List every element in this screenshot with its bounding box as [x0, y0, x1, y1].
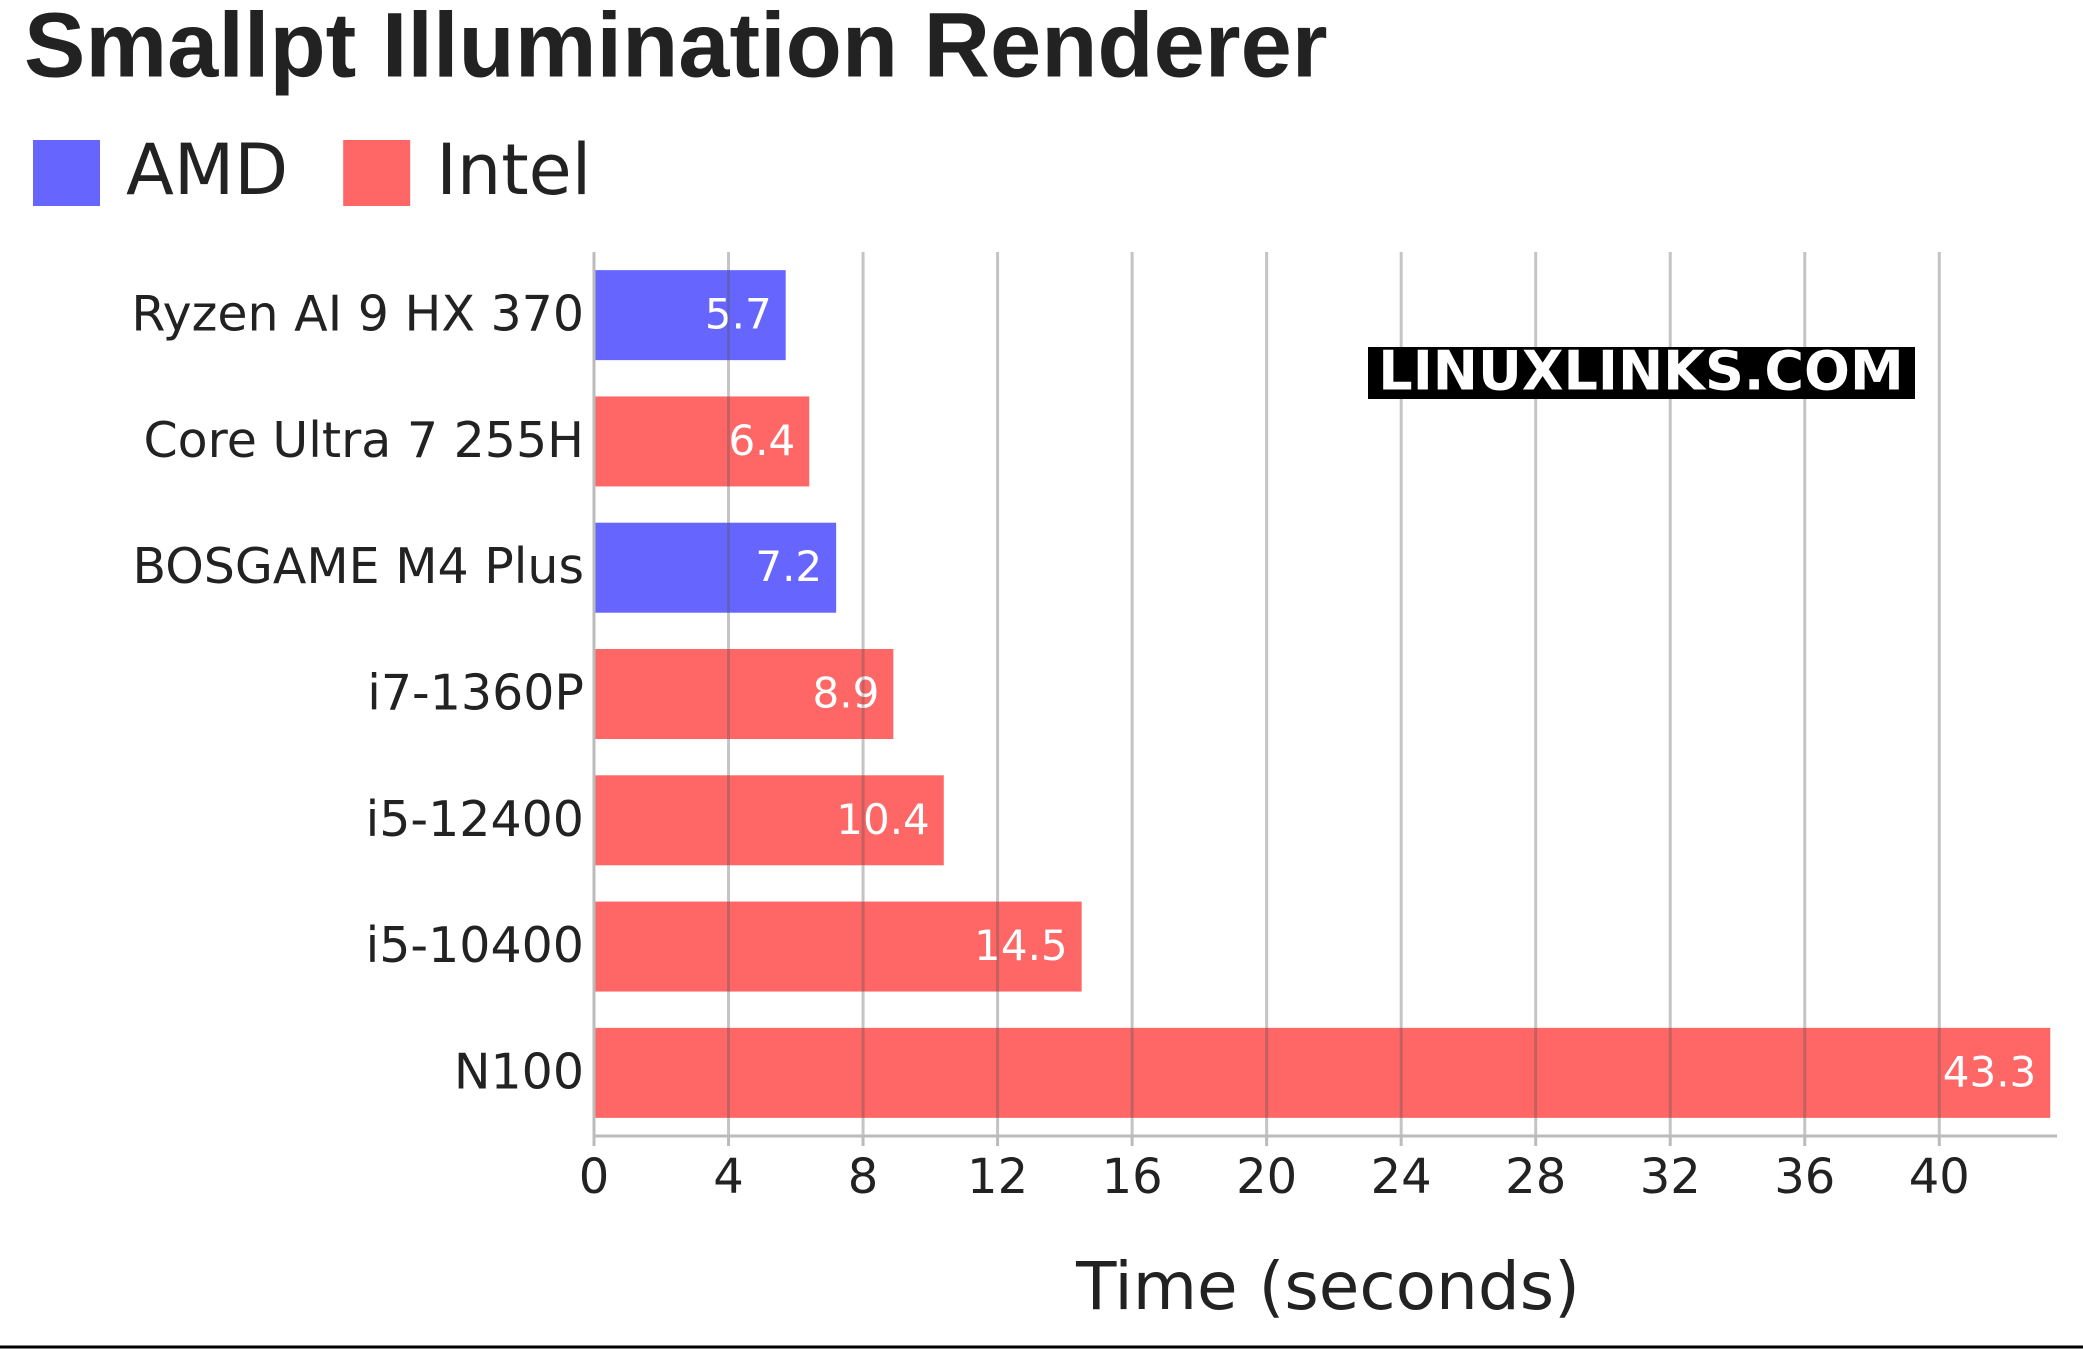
y-tick-label: N100	[454, 1043, 584, 1100]
bar	[594, 775, 944, 866]
bar	[594, 649, 894, 739]
x-tick-label: 0	[579, 1149, 610, 1205]
chart-title: Smallpt Illumination Renderer	[24, 0, 1328, 96]
value-label: 7.2	[755, 542, 822, 591]
legend-swatch	[343, 140, 411, 206]
bar	[594, 270, 786, 361]
watermark-box	[1368, 347, 1915, 399]
x-axis-title: Time (seconds)	[1075, 1248, 1580, 1325]
bar	[594, 901, 1082, 992]
value-label: 43.3	[1943, 1047, 2037, 1096]
x-tick-label: 16	[1102, 1149, 1163, 1205]
legend-label: Intel	[436, 129, 591, 211]
bar	[594, 396, 810, 487]
x-tick-label: 4	[713, 1149, 744, 1205]
y-tick-label: i5-10400	[366, 917, 584, 974]
y-tick-label: Core Ultra 7 255H	[143, 412, 584, 469]
value-label: 8.9	[813, 669, 880, 718]
legend-label: AMD	[126, 129, 288, 211]
value-label: 5.7	[705, 290, 772, 339]
value-label: 14.5	[974, 921, 1068, 970]
y-tick-label: Ryzen AI 9 HX 370	[131, 286, 584, 343]
y-tick-label: BOSGAME M4 Plus	[132, 538, 584, 595]
value-label: 6.4	[728, 416, 795, 465]
x-tick-label: 40	[1909, 1149, 1970, 1205]
watermark: LINUXLINKS.COM	[1378, 340, 1903, 403]
x-tick-label: 20	[1236, 1149, 1297, 1205]
x-tick-label: 12	[967, 1149, 1028, 1205]
y-tick-label: i5-12400	[366, 791, 584, 848]
legend-swatch	[33, 140, 100, 206]
x-tick-label: 8	[848, 1149, 879, 1205]
x-tick-label: 28	[1505, 1149, 1566, 1205]
x-tick-label: 36	[1774, 1149, 1835, 1205]
bar	[594, 522, 837, 613]
x-tick-label: 24	[1371, 1149, 1432, 1205]
x-tick-label: 32	[1640, 1149, 1701, 1205]
bar	[594, 1027, 2051, 1118]
value-label: 10.4	[836, 795, 930, 844]
y-tick-label: i7-1360P	[367, 665, 584, 722]
